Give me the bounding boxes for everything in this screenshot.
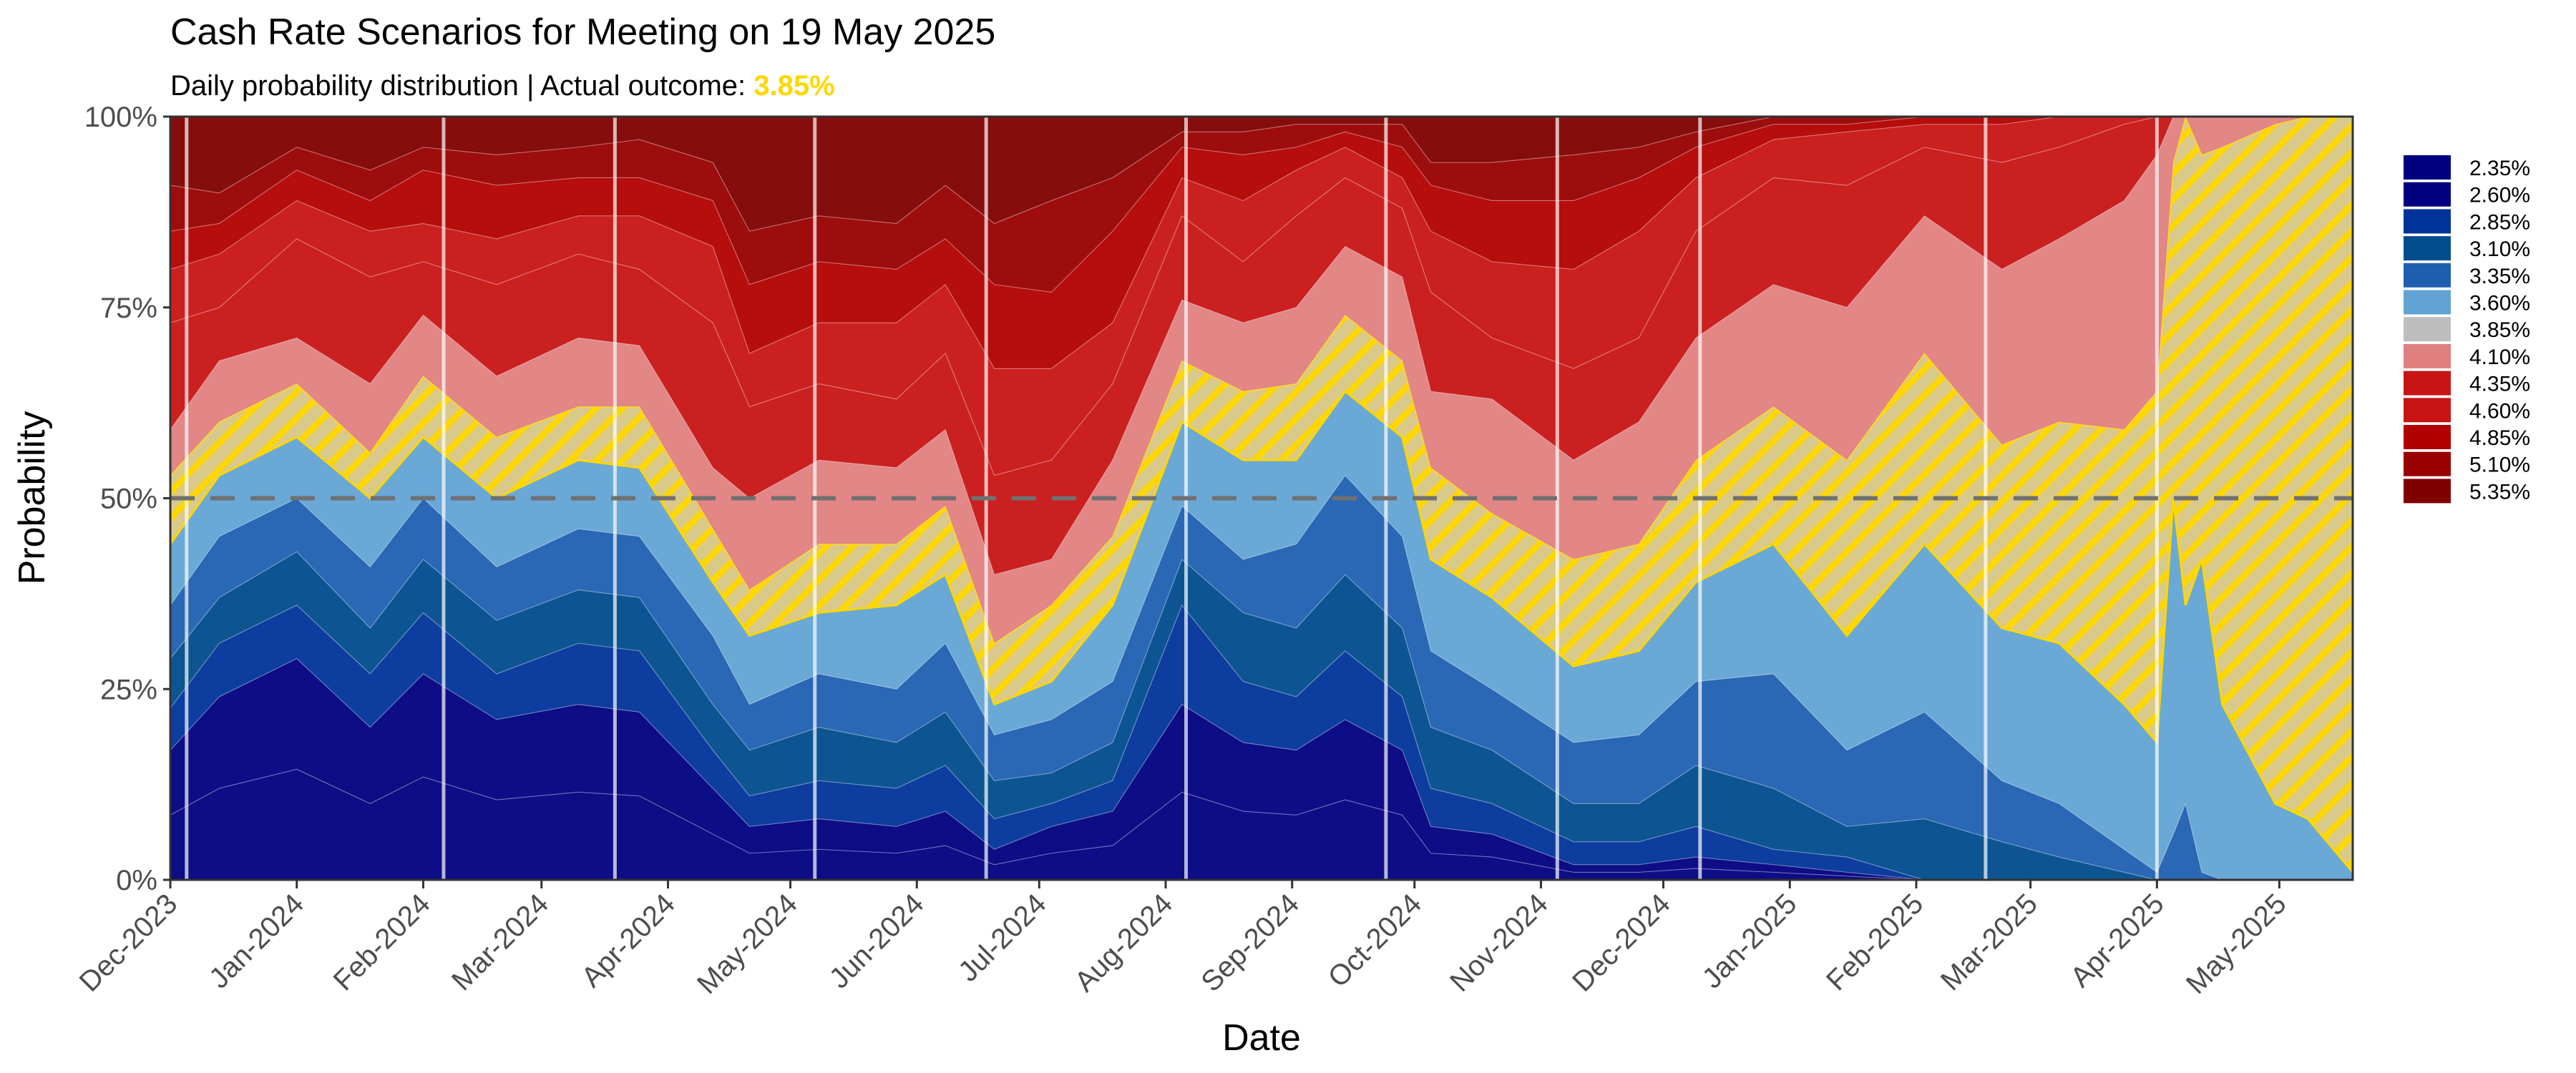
x-tick-label: Mar-2025 — [1935, 888, 2044, 996]
legend-label: 3.85% — [2469, 318, 2530, 342]
x-tick-label: Apr-2024 — [575, 888, 680, 993]
legend-label: 5.35% — [2469, 480, 2530, 504]
x-tick-label: May-2024 — [691, 888, 804, 1000]
chart-subtitle: Daily probability distribution | Actual … — [170, 70, 835, 102]
legend-swatch — [2404, 398, 2451, 423]
legend-label: 2.85% — [2469, 210, 2530, 234]
legend-label: 4.85% — [2469, 426, 2530, 450]
x-axis-title: Date — [1222, 1017, 1301, 1059]
legend-swatch — [2404, 317, 2451, 342]
legend-label: 2.35% — [2469, 157, 2530, 180]
legend-label: 3.60% — [2469, 292, 2530, 315]
legend-label: 4.60% — [2469, 399, 2530, 423]
legend-swatch — [2404, 263, 2451, 288]
x-tick-label: Jan-2024 — [203, 888, 310, 994]
y-axis-title: Probability — [11, 411, 53, 585]
x-tick-label: Aug-2024 — [1069, 888, 1179, 998]
legend-label: 3.10% — [2469, 237, 2530, 261]
area-5-35pct — [170, 117, 2353, 232]
legend-swatch — [2404, 479, 2451, 504]
chart-title: Cash Rate Scenarios for Meeting on 19 Ma… — [170, 11, 995, 53]
x-tick-label: Oct-2024 — [1322, 888, 1428, 993]
y-tick-label: 50% — [100, 484, 157, 515]
subtitle-text: Daily probability distribution | Actual … — [170, 70, 753, 102]
legend-swatch — [2404, 425, 2451, 449]
legend-swatch — [2404, 182, 2451, 207]
area-4-10pct — [170, 117, 2353, 645]
legend-swatch — [2404, 343, 2451, 368]
area-3-35pct — [170, 474, 2353, 880]
legend-label: 2.60% — [2469, 184, 2530, 207]
legend-swatch — [2404, 236, 2451, 261]
y-tick-label: 25% — [100, 674, 157, 705]
x-tick-label: Dec-2024 — [1566, 888, 1677, 998]
x-axis: Dec-2023 Jan-2024 Feb-2024 Mar-2024 Apr-2024… — [74, 880, 2293, 1000]
x-tick-label: Dec-2023 — [74, 888, 184, 998]
x-tick-label: Feb-2025 — [1820, 888, 1929, 996]
stacked-areas — [170, 117, 2353, 880]
legend-label: 4.35% — [2469, 373, 2530, 396]
x-tick-label: Apr-2025 — [2064, 888, 2170, 993]
legend-label: 5.10% — [2469, 454, 2530, 477]
legend-swatch — [2404, 290, 2451, 315]
legend-swatch — [2404, 209, 2451, 234]
x-tick-label: Sep-2024 — [1195, 888, 1305, 998]
x-tick-label: May-2025 — [2180, 888, 2293, 1000]
area-4-35pct — [170, 117, 2353, 575]
x-tick-label: Jan-2025 — [1697, 888, 1803, 994]
legend-label: 3.35% — [2469, 265, 2530, 288]
area-2-35pct — [170, 768, 2353, 880]
x-tick-label: Jul-2024 — [952, 888, 1053, 988]
y-axis: 0% 25% 50% 75% 100% — [84, 102, 170, 896]
x-tick-label: Nov-2024 — [1444, 888, 1554, 998]
actual-outcome-value: 3.85% — [753, 70, 834, 102]
legend-swatch — [2404, 451, 2451, 476]
x-tick-label: Feb-2024 — [328, 888, 436, 996]
area-2-85pct — [170, 604, 2353, 880]
legend-label: 4.10% — [2469, 346, 2530, 369]
x-tick-label: Jun-2024 — [824, 888, 930, 994]
area-3-10pct — [170, 551, 2353, 880]
y-tick-label: 0% — [116, 865, 157, 896]
x-tick-label: Mar-2024 — [446, 888, 555, 996]
y-tick-label: 75% — [100, 293, 157, 324]
y-tick-label: 100% — [84, 102, 157, 133]
legend-swatch — [2404, 371, 2451, 396]
legend-swatch — [2404, 155, 2451, 180]
area-5-10pct — [170, 117, 2353, 293]
legend: 2.35% 2.60% 2.85% 3.10% 3.35% 3.60% 3.85% 4.10%… — [2404, 155, 2530, 504]
